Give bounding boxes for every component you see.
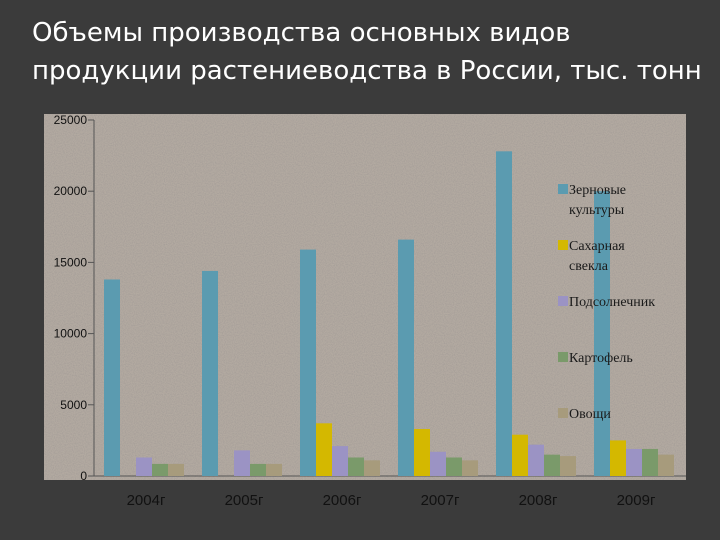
y-tick-label: 5000 [60,398,87,412]
bar [512,434,528,476]
legend-swatch [558,352,568,362]
bar [266,463,282,476]
bar [462,460,478,476]
legend-swatch [558,240,568,250]
y-tick-label: 25000 [54,113,88,127]
legend-label: Сахарная свекла [569,239,625,274]
bar [496,151,512,476]
plot-texture [44,114,686,480]
bar [594,191,610,476]
y-tick-label: 10000 [54,327,88,341]
title-line-1: Объемы производства основных видов [32,18,571,48]
x-category-label: 2008г [519,492,558,509]
x-category-label: 2004г [127,492,166,509]
bar [528,444,544,476]
x-category-label: 2005г [225,492,264,509]
legend-label: Овощи [569,407,611,422]
bar [152,463,168,476]
bar [168,463,184,476]
bar [398,239,414,476]
bar [560,456,576,476]
bar [626,448,642,476]
bar [202,270,218,476]
legend-label: Зерновые культуры [569,183,626,218]
legend-swatch [558,184,568,194]
bar [364,460,380,476]
bar [250,463,266,476]
x-category-label: 2007г [421,492,460,509]
bar [332,446,348,476]
y-tick-label: 0 [80,469,87,483]
bar [446,457,462,476]
bar [610,440,626,476]
legend-label: Подсолнечник [569,295,655,310]
y-tick-label: 20000 [54,184,88,198]
bar [234,450,250,476]
bar [300,249,316,476]
y-tick-label: 15000 [54,255,88,269]
bar [316,423,332,476]
x-category-label: 2006г [323,492,362,509]
slide-title: Объемы производства основных видов проду… [32,14,712,90]
title-line-2: продукции растениеводства в России, тыс.… [32,56,702,86]
legend-swatch [558,408,568,418]
bar [430,451,446,476]
legend-swatch [558,296,568,306]
x-category-label: 2009г [617,492,656,509]
bar [658,454,674,476]
bar [136,457,152,476]
legend-label: Картофель [569,351,633,366]
bar [104,279,120,476]
bar [348,457,364,476]
bar [544,454,560,476]
bar [414,429,430,476]
bar [642,448,658,476]
